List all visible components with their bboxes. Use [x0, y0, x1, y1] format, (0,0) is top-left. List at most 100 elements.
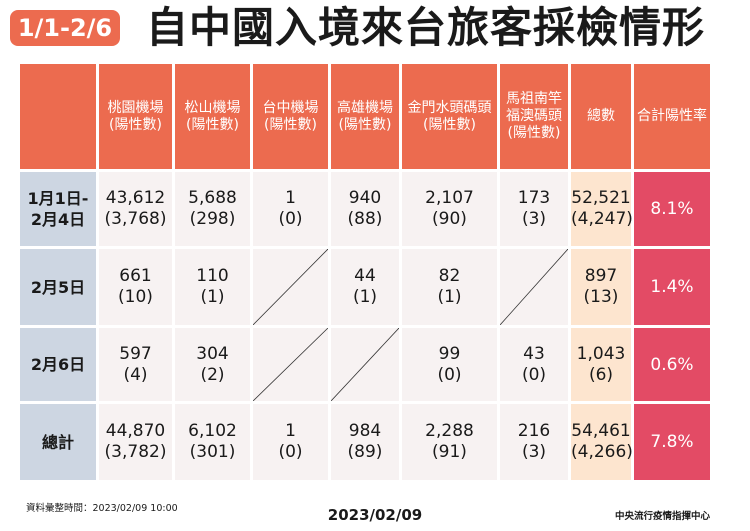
- positive-count: (3): [521, 209, 547, 229]
- positive-count: (91): [432, 442, 467, 462]
- count-value: 2,288: [425, 421, 474, 441]
- count-value: 6,102: [188, 421, 237, 441]
- count-value: 173: [517, 188, 551, 208]
- cell-taichung: 1 (0): [253, 172, 328, 246]
- positive-count: (3): [521, 442, 547, 462]
- total-value: 54,461: [571, 421, 631, 441]
- cell-positive-rate: 1.4%: [634, 249, 710, 325]
- total-positive: (4,247): [571, 209, 633, 229]
- table-row: 2月6日 597 (4) 304 (2) 99 (0) 43 (0) 1,043 (6) 0.6%: [20, 328, 710, 401]
- cell-positive-rate: 7.8%: [634, 404, 710, 480]
- cell-kaohsiung: 984 (89): [331, 404, 399, 480]
- count-value: 44,870: [105, 421, 166, 441]
- positive-count: (3,768): [104, 209, 167, 229]
- cell-kinmen: 2,107 (90): [402, 172, 497, 246]
- diagonal-slash-icon: [253, 328, 328, 401]
- count-value: 43,612: [105, 188, 166, 208]
- empty-cell-matsu: [500, 249, 568, 325]
- date-range-badge: 1/1-2/6: [10, 10, 120, 46]
- cell-kaohsiung: 44 (1): [331, 249, 399, 325]
- count-value: 940: [348, 188, 382, 208]
- count-value: 2,107: [425, 188, 474, 208]
- diagonal-slash-icon: [500, 249, 568, 325]
- header-songshan: 松山機場 (陽性數): [175, 64, 250, 169]
- cell-total: 52,521 (4,247): [571, 172, 633, 246]
- positive-count: (2): [200, 364, 225, 385]
- total-value: 1,043: [576, 343, 626, 364]
- cell-matsu: 216 (3): [500, 404, 568, 480]
- count-value: 597: [119, 343, 152, 364]
- header-kinmen: 金門水頭碼頭 (陽性數): [402, 64, 497, 169]
- row-label: 1月1日- 2月4日: [20, 172, 96, 246]
- positive-count: (90): [432, 209, 467, 229]
- header-taoyuan: 桃園機場 (陽性數): [99, 64, 172, 169]
- table-row: 2月5日 661 (10) 110 (1) 44 (1) 82 (1) 897 (13) 1.4%: [20, 249, 710, 325]
- cell-taichung: 1 (0): [253, 404, 328, 480]
- cell-matsu: 173 (3): [500, 172, 568, 246]
- cell-taoyuan: 43,612 (3,768): [99, 172, 172, 246]
- source-agency: 中央流行疫情指揮中心: [614, 511, 710, 522]
- empty-cell-taichung: [253, 328, 328, 401]
- cell-taoyuan: 661 (10): [99, 249, 172, 325]
- diagonal-slash-icon: [253, 249, 328, 325]
- empty-cell-kaohsiung: [331, 328, 399, 401]
- total-positive: (6): [588, 364, 614, 385]
- header-kaohsiung: 高雄機場 (陽性數): [331, 64, 399, 169]
- inspection-table: 桃園機場 (陽性數) 松山機場 (陽性數) 台中機場 (陽性數) 高雄機場 (陽性數) …: [17, 61, 713, 483]
- cell-positive-rate: 8.1%: [634, 172, 710, 246]
- row-label: 2月6日: [20, 328, 96, 401]
- count-value: 984: [348, 421, 382, 441]
- empty-cell-taichung: [253, 249, 328, 325]
- positive-count: (0): [521, 364, 547, 385]
- positive-count: (10): [118, 287, 153, 307]
- count-value: 5,688: [188, 188, 237, 208]
- positive-count: (0): [437, 364, 462, 385]
- positive-count: (88): [347, 209, 383, 229]
- cell-kinmen: 2,288 (91): [402, 404, 497, 480]
- total-positive: (4,266): [571, 442, 633, 462]
- cell-songshan: 5,688 (298): [175, 172, 250, 246]
- diagonal-slash-icon: [331, 328, 399, 401]
- count-value: 304: [196, 343, 229, 364]
- total-value: 897: [584, 266, 618, 286]
- cell-total: 54,461 (4,266): [571, 404, 633, 480]
- header-taichung: 台中機場 (陽性數): [253, 64, 328, 169]
- header-positive-rate: 合計陽性率: [634, 64, 710, 169]
- cell-matsu: 43 (0): [500, 328, 568, 401]
- row-label: 總計: [20, 404, 96, 480]
- cell-taoyuan: 597 (4): [99, 328, 172, 401]
- count-value: 43: [523, 343, 545, 364]
- header-cell-blank: [20, 64, 96, 169]
- cell-songshan: 304 (2): [175, 328, 250, 401]
- positive-count: (0): [278, 209, 303, 229]
- cell-kaohsiung: 940 (88): [331, 172, 399, 246]
- footer-date: 2023/02/09: [327, 506, 423, 524]
- positive-count: (0): [278, 442, 303, 462]
- count-value: 661: [119, 266, 152, 286]
- cell-taoyuan: 44,870 (3,782): [99, 404, 172, 480]
- count-value: 1: [285, 421, 296, 441]
- page-title: 自中國入境來台旅客採檢情形: [146, 3, 706, 52]
- positive-count: (89): [347, 442, 383, 462]
- count-value: 1: [285, 188, 296, 208]
- cell-kinmen: 99 (0): [402, 328, 497, 401]
- count-value: 82: [438, 266, 461, 286]
- count-value: 44: [354, 266, 376, 286]
- header-matsu: 馬祖南竿 福澳碼頭 (陽性數): [500, 64, 568, 169]
- positive-count: (3,782): [104, 442, 167, 462]
- header-total: 總數: [571, 64, 631, 169]
- cell-total: 897 (13): [571, 249, 631, 325]
- cell-total: 1,043 (6): [571, 328, 631, 401]
- count-value: 216: [517, 421, 551, 441]
- count-value: 110: [196, 266, 229, 286]
- positive-count: (1): [352, 287, 378, 307]
- total-value: 52,521: [571, 188, 631, 208]
- total-positive: (13): [583, 287, 619, 307]
- table-row: 1月1日- 2月4日 43,612 (3,768) 5,688 (298) 1 (0) 940(…: [20, 172, 710, 246]
- positive-count: (1): [437, 287, 462, 307]
- positive-count: (1): [200, 287, 225, 307]
- header-row: 桃園機場 (陽性數) 松山機場 (陽性數) 台中機場 (陽性數) 高雄機場 (陽性數) …: [20, 64, 710, 169]
- positive-count: (4): [123, 364, 148, 385]
- count-value: 99: [438, 343, 461, 364]
- cell-songshan: 6,102 (301): [175, 404, 250, 480]
